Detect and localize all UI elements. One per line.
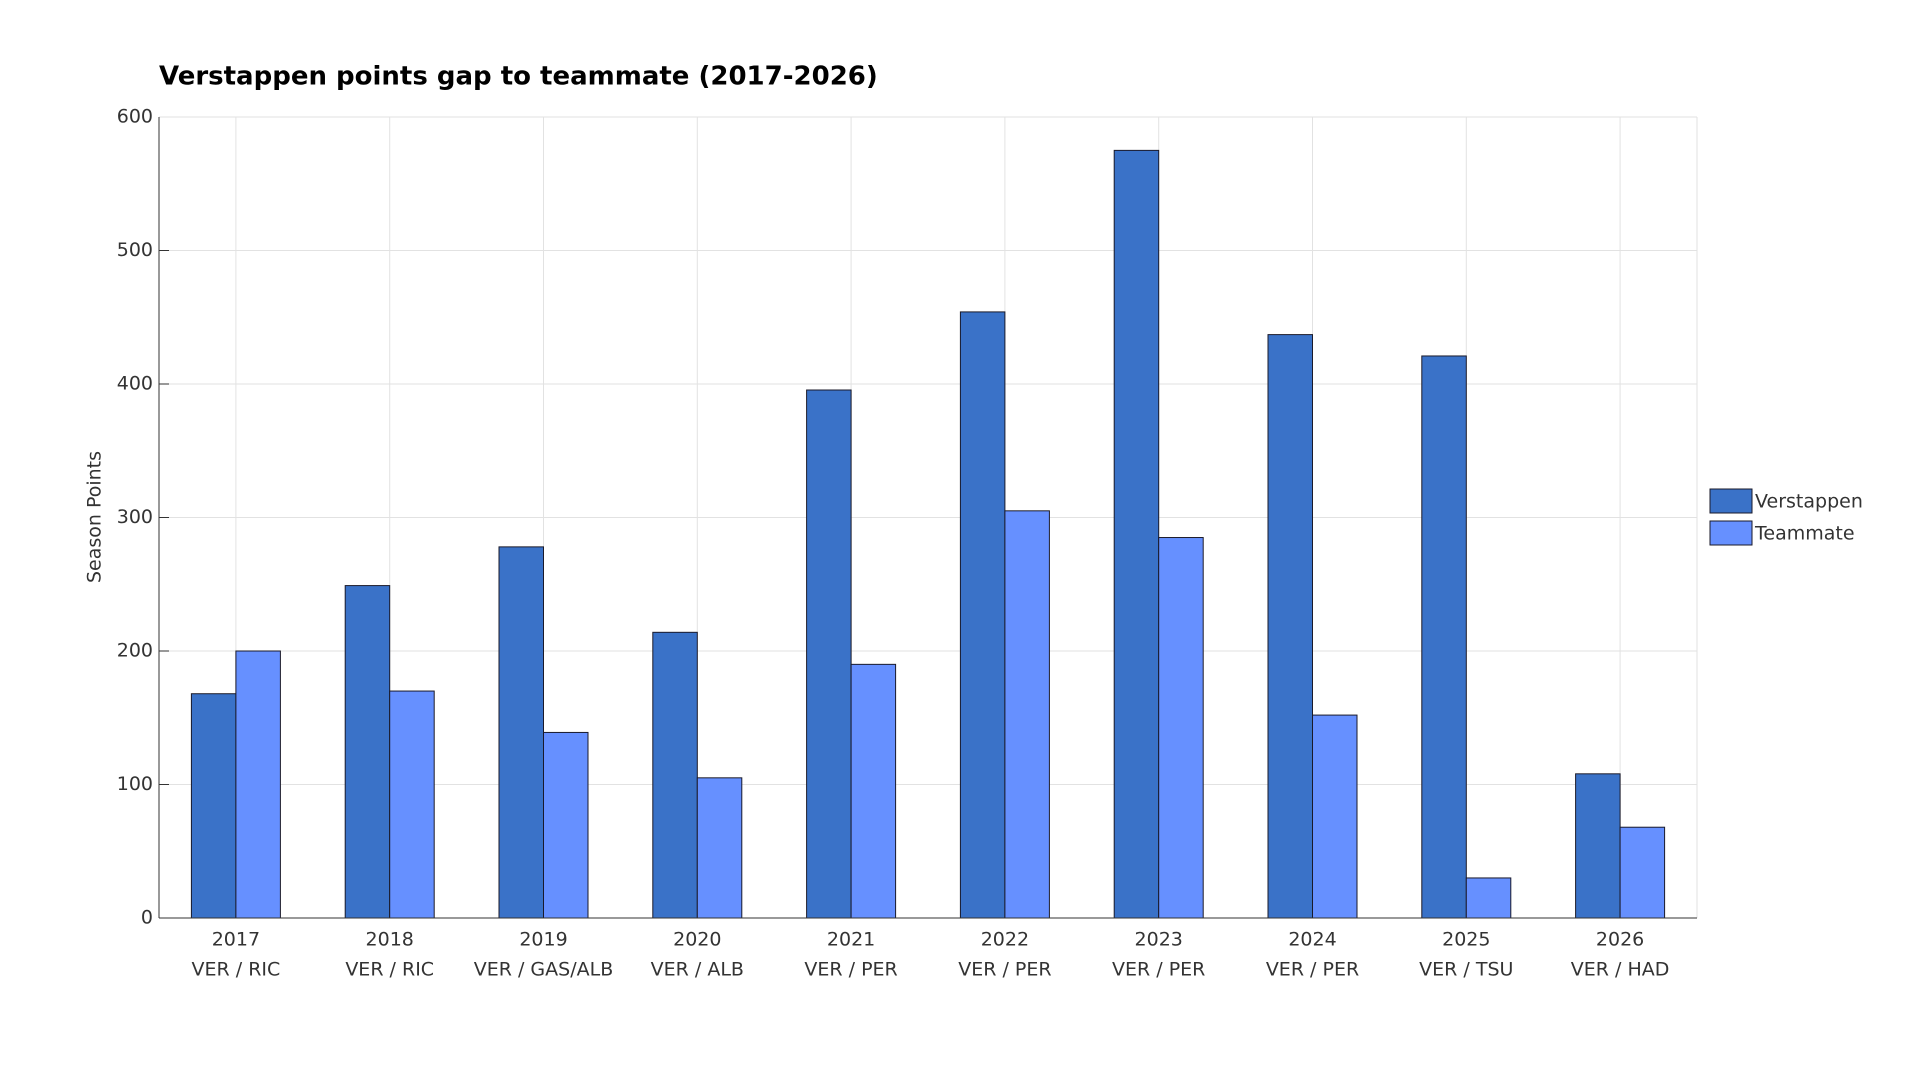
x-tick-label: 2021 <box>827 929 875 951</box>
legend-label: Verstappen <box>1755 491 1863 513</box>
bar <box>806 389 852 919</box>
bar <box>389 690 435 919</box>
x-tick-label: 2022 <box>981 929 1029 951</box>
x-tick-label: 2018 <box>366 929 414 951</box>
x-tick-sublabel: VER / TSU <box>1419 959 1513 981</box>
bar <box>344 585 391 919</box>
bar <box>1465 877 1512 919</box>
x-tick-label: 2023 <box>1135 929 1183 951</box>
x-tick-label: 2025 <box>1442 929 1490 951</box>
bar <box>1421 355 1467 919</box>
x-tick-sublabel: VER / PER <box>804 959 897 981</box>
legend-swatch <box>1709 520 1753 546</box>
y-tick-label: 600 <box>117 106 153 128</box>
y-tick-label: 100 <box>117 773 153 795</box>
bar <box>696 777 743 919</box>
bar <box>190 693 237 919</box>
x-tick-label: 2020 <box>673 929 721 951</box>
bar <box>1113 149 1160 919</box>
bar <box>1004 510 1050 919</box>
x-tick-sublabel: VER / HAD <box>1571 959 1670 981</box>
y-axis-label: Season Points <box>84 451 106 583</box>
x-tick-sublabel: VER / GAS/ALB <box>474 959 614 981</box>
bar <box>1158 537 1204 919</box>
bar <box>498 546 544 919</box>
bar <box>959 311 1006 919</box>
legend-label: Teammate <box>1754 523 1855 545</box>
bar <box>850 663 897 919</box>
x-tick-sublabel: VER / PER <box>1112 959 1205 981</box>
y-tick-label: 300 <box>117 506 153 528</box>
bar <box>1312 714 1358 919</box>
x-tick-sublabel: VER / ALB <box>651 959 744 981</box>
bar <box>1619 826 1666 919</box>
x-tick-sublabel: VER / PER <box>958 959 1051 981</box>
x-tick-label: 2024 <box>1288 929 1336 951</box>
bar <box>1575 773 1621 919</box>
y-tick-label: 200 <box>117 640 153 662</box>
x-tick-sublabel: VER / RIC <box>192 959 281 981</box>
x-tick-label: 2019 <box>519 929 567 951</box>
bar <box>652 631 698 919</box>
x-tick-sublabel: VER / PER <box>1266 959 1359 981</box>
legend-swatch <box>1709 488 1753 514</box>
bar <box>1267 334 1313 919</box>
x-tick-label: 2026 <box>1596 929 1644 951</box>
y-tick-label: 400 <box>117 373 153 395</box>
chart-title: Verstappen points gap to teammate (2017-… <box>159 62 878 92</box>
x-tick-label: 2017 <box>212 929 260 951</box>
x-tick-sublabel: VER / RIC <box>345 959 434 981</box>
y-tick-label: 500 <box>117 239 153 261</box>
bar <box>235 650 281 919</box>
y-tick-label: 0 <box>141 907 153 929</box>
bar <box>543 731 589 919</box>
